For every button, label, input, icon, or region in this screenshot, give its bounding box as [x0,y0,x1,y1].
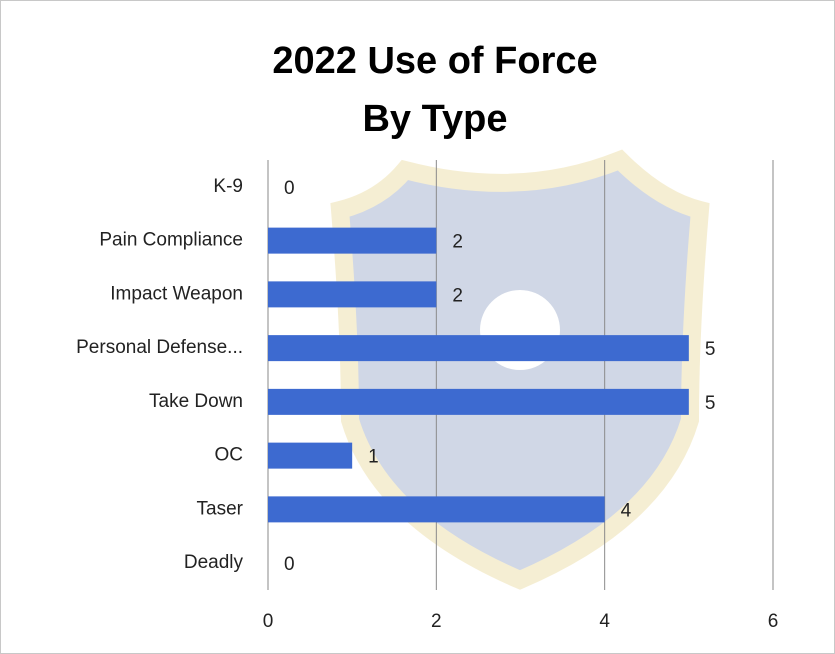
value-label: 2 [452,232,463,253]
y-tick-label: OC [215,445,244,466]
bar [268,442,353,469]
value-label: 1 [368,447,379,468]
value-label: 5 [705,339,716,360]
value-label: 2 [452,285,463,306]
y-tick-label: Take Down [149,391,243,412]
y-tick-label: Pain Compliance [99,230,243,251]
value-label: 0 [284,554,295,575]
value-label: 5 [705,393,716,414]
chart-title: By Type [362,98,507,140]
x-tick-label: 4 [599,611,610,632]
bar [268,496,605,523]
chart-title: 2022 Use of Force [272,40,597,82]
x-tick-label: 0 [263,611,274,632]
bar [268,388,689,415]
y-tick-label: Deadly [184,552,244,573]
x-tick-label: 6 [768,611,779,632]
x-tick-label: 2 [431,611,442,632]
y-tick-label: K-9 [213,176,243,197]
bar [268,281,437,308]
value-label: 4 [621,500,632,521]
bar [268,227,437,254]
y-tick-label: Personal Defense... [76,337,243,358]
y-tick-label: Impact Weapon [110,283,243,304]
y-tick-label: Taser [197,498,244,519]
value-label: 0 [284,178,295,199]
bar [268,335,689,362]
